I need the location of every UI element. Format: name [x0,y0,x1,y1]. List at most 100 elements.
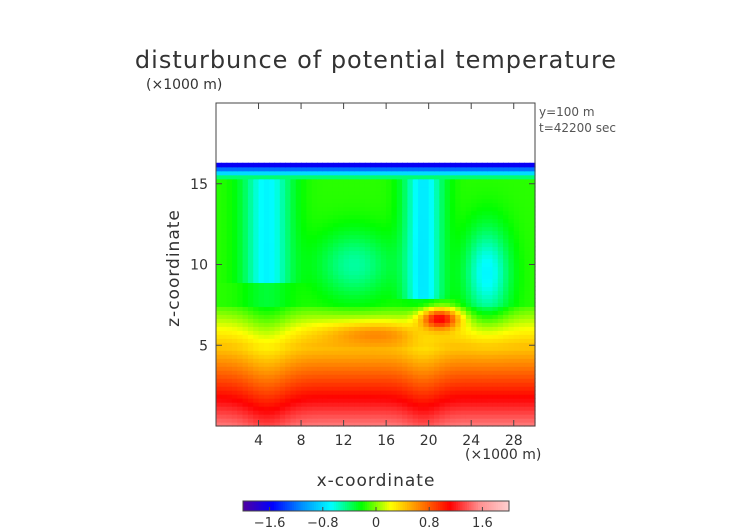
heatmap-cell [332,282,339,287]
heatmap-cell [519,314,525,319]
heatmap-cell [444,166,451,172]
heatmap-cell [253,326,260,331]
heatmap-cell [295,182,302,188]
heatmap-cell [444,314,451,319]
heatmap-cell [322,406,329,411]
heatmap-cell [274,254,281,260]
heatmap-cell [221,246,228,252]
heatmap-cell [231,258,238,264]
heatmap-cell [492,414,499,419]
heatmap-cell [301,218,307,224]
heatmap-cell [396,310,403,315]
heatmap-cell [487,170,494,176]
heatmap-cell [290,378,297,383]
heatmap-cell [428,190,435,196]
heatmap-cell [460,174,467,180]
heatmap-cell [380,178,387,184]
heatmap-cell [407,226,414,232]
heatmap-cell [375,242,382,248]
heatmap-cell [285,182,292,188]
heatmap-cell [465,310,472,315]
heatmap-cell [348,186,355,192]
heatmap-cell [332,342,339,347]
heatmap-cell [285,406,292,411]
heatmap-cell [444,358,451,363]
heatmap-cell [465,278,472,284]
heatmap-cell [332,422,339,427]
heatmap-cell [465,262,472,268]
heatmap-cell [396,246,403,252]
heatmap-cell [221,238,228,244]
heatmap-cell [343,318,350,323]
heatmap-cell [439,278,446,284]
heatmap-cell [418,270,424,276]
heatmap-cell [301,190,307,196]
heatmap-cell [423,174,430,180]
heatmap-cell [471,214,478,220]
heatmap-cell [455,318,462,323]
heatmap-cell [343,258,350,264]
heatmap-cell [253,238,260,244]
heatmap-cell [322,222,329,228]
heatmap-cell [391,166,398,172]
heatmap-cell [274,306,281,311]
heatmap-cell [375,402,382,407]
heatmap-cell [274,318,281,323]
heatmap-cell [513,222,520,228]
heatmap-cell [247,286,254,291]
heatmap-cell [375,218,382,224]
heatmap-cell [513,346,520,351]
heatmap-cell [226,382,233,387]
heatmap-cell [306,382,313,387]
heatmap-cell [449,234,456,240]
heatmap-cell [237,194,244,200]
heatmap-cell [508,314,515,319]
heatmap-cell [418,302,424,307]
heatmap-cell [497,338,504,343]
heatmap-cell [231,374,238,379]
heatmap-cell [524,302,531,307]
heatmap-cell [332,330,339,335]
heatmap-cell [465,182,472,188]
heatmap-cell [327,178,334,184]
heatmap-cell [503,218,510,224]
heatmap-cell [428,282,435,287]
heatmap-cell [348,166,355,172]
heatmap-cell [455,386,462,391]
heatmap-cell [290,170,297,176]
heatmap-cell [348,282,355,287]
heatmap-cell [375,338,382,343]
heatmap-cell [492,210,499,216]
heatmap-cell [359,278,366,284]
heatmap-cell [354,302,361,307]
heatmap-cell [290,250,297,256]
heatmap-cell [503,370,510,375]
heatmap-cell [460,262,467,268]
heatmap-cell [449,250,456,256]
heatmap-cell [460,410,467,415]
heatmap-cell [455,174,462,180]
heatmap-cell [444,186,451,192]
heatmap-cell [370,386,377,391]
heatmap-cell [285,234,292,240]
heatmap-cell [460,334,467,339]
heatmap-cell [332,174,339,180]
heatmap-cell [455,398,462,403]
heatmap-cell [263,334,270,339]
heatmap-cell [428,162,435,168]
heatmap-cell [263,194,270,200]
heatmap-cell [359,194,366,200]
heatmap-cell [274,390,281,395]
heatmap-cell [285,322,292,327]
heatmap-cell [503,174,510,180]
heatmap-cell [354,274,361,280]
heatmap-cell [306,290,313,295]
heatmap-cell [242,218,249,224]
heatmap-cell [295,378,302,383]
heatmap-cell [396,342,403,347]
heatmap-cell [391,418,398,423]
heatmap-cell [524,330,531,335]
heatmap-cell [519,270,525,276]
heatmap-cell [380,210,387,216]
heatmap-cell [216,282,222,287]
